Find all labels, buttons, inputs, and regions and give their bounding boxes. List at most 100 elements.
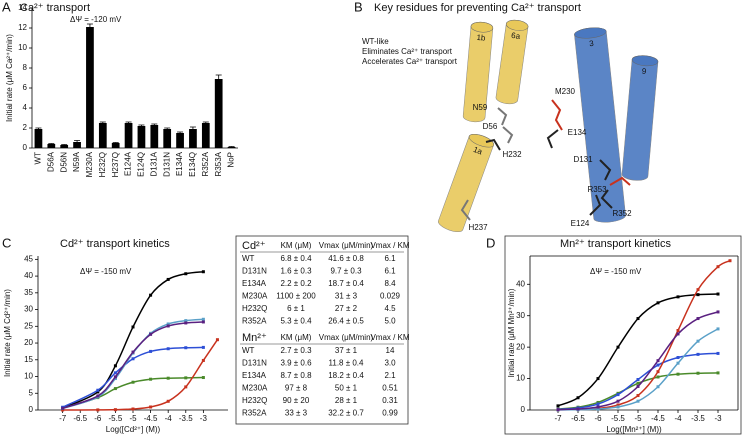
data-point [616, 393, 620, 397]
helix-top [468, 133, 494, 148]
table-cell: 3.9 ± 0.6 [280, 359, 312, 368]
residue-label: N59 [473, 103, 488, 112]
data-point [201, 320, 205, 324]
error-bar [177, 131, 184, 135]
x-tick-label: NoP [227, 152, 236, 168]
y-tick-label: 30 [24, 305, 33, 314]
x-tick-label: -4 [674, 414, 682, 423]
data-point [656, 363, 660, 367]
data-point [201, 317, 205, 321]
y-tick-label: 14 [18, 3, 27, 12]
y-tick-label: 10 [24, 372, 33, 381]
fit-curve [62, 270, 204, 409]
data-point [636, 381, 640, 385]
data-point [166, 324, 170, 328]
x-tick-label: E134A [175, 151, 184, 176]
table-cell: 14 [386, 346, 395, 355]
data-point [113, 387, 117, 391]
data-point [728, 259, 732, 263]
data-point [131, 357, 135, 361]
data-point [166, 376, 170, 380]
table-cell: 26.4 ± 0.5 [328, 317, 364, 326]
table-cell: M230A [242, 292, 268, 301]
helix: 6a [495, 19, 529, 105]
table-cell: 8.7 ± 0.8 [280, 371, 312, 380]
table-cell: 6 ± 1 [287, 304, 305, 313]
table-cell: 6.1 [384, 254, 396, 263]
table-header: Cd²⁺ [242, 240, 266, 252]
data-point [716, 327, 720, 331]
helix-top [631, 55, 659, 67]
x-tick-label: -4.5 [144, 414, 158, 423]
bar [86, 27, 94, 148]
x-tick-label: -6.5 [571, 414, 585, 423]
data-point [96, 388, 100, 392]
side-chain [599, 159, 612, 181]
data-point [96, 390, 100, 394]
data-point [696, 352, 700, 356]
data-point [596, 377, 600, 381]
data-point [556, 408, 560, 412]
residue-label: R352 [612, 209, 632, 218]
side-chain [502, 126, 514, 144]
panel-letter: C [2, 235, 11, 250]
x-tick-label: -4 [165, 414, 173, 423]
data-point [131, 380, 135, 384]
error-bar [164, 127, 171, 131]
error-bar [48, 143, 55, 145]
legend-entry: Eliminates Ca²⁺ transport [362, 47, 453, 56]
data-point [113, 371, 117, 375]
table-header: Vmax / KM [370, 241, 409, 250]
y-axis-label: Initial rate (μM Ca²⁺/min) [5, 34, 14, 122]
table-cell: D131N [242, 267, 267, 276]
data-point [696, 371, 700, 375]
table-cell: 0.51 [382, 384, 398, 393]
y-tick-label: 0 [29, 405, 34, 414]
x-tick-label: -7 [59, 414, 67, 423]
error-bar [202, 121, 209, 125]
bar [163, 129, 172, 148]
data-point [166, 399, 170, 403]
side-chain [485, 138, 501, 151]
table-cell: M230A [242, 384, 268, 393]
bar [34, 129, 43, 148]
table-frame [235, 235, 409, 425]
table-cell: 37 ± 1 [335, 346, 358, 355]
annotation: ΔΨ = -120 mV [70, 15, 122, 24]
y-tick-label: 45 [24, 254, 33, 263]
bar [47, 144, 56, 148]
table-cell: 1.6 ± 0.3 [280, 267, 312, 276]
table-cell: 3.0 [384, 359, 396, 368]
data-point [556, 404, 560, 408]
data-point [166, 322, 170, 326]
y-tick-label: 12 [18, 23, 27, 32]
data-point [215, 338, 219, 342]
table-cell: 5.0 [384, 317, 396, 326]
data-point [716, 371, 720, 375]
data-point [184, 376, 188, 380]
data-point [676, 295, 680, 299]
table-cell: WT [242, 346, 255, 355]
table-cell: 6.1 [384, 267, 396, 276]
table-header: Vmax (μM/min) [319, 333, 374, 342]
table-cell: R352A [242, 409, 267, 418]
data-point [636, 378, 640, 382]
table-cell: 27 ± 2 [335, 304, 358, 313]
data-point [96, 408, 100, 412]
table-cell: 2.1 [384, 371, 396, 380]
residue-label: D56 [483, 122, 498, 131]
x-tick-label: R353A [214, 151, 223, 176]
table-cell: H232Q [242, 396, 267, 405]
data-point [201, 376, 205, 380]
side-chain [600, 189, 613, 209]
table-cell: 11.8 ± 0.4 [329, 359, 364, 368]
error-bar [215, 74, 222, 84]
data-point [636, 317, 640, 321]
data-point [596, 407, 600, 411]
table-cell: H232Q [242, 304, 267, 313]
data-point [131, 350, 135, 354]
y-tick-label: 30 [516, 311, 525, 320]
data-point [61, 406, 65, 410]
data-point [636, 399, 640, 403]
data-point [696, 339, 700, 343]
